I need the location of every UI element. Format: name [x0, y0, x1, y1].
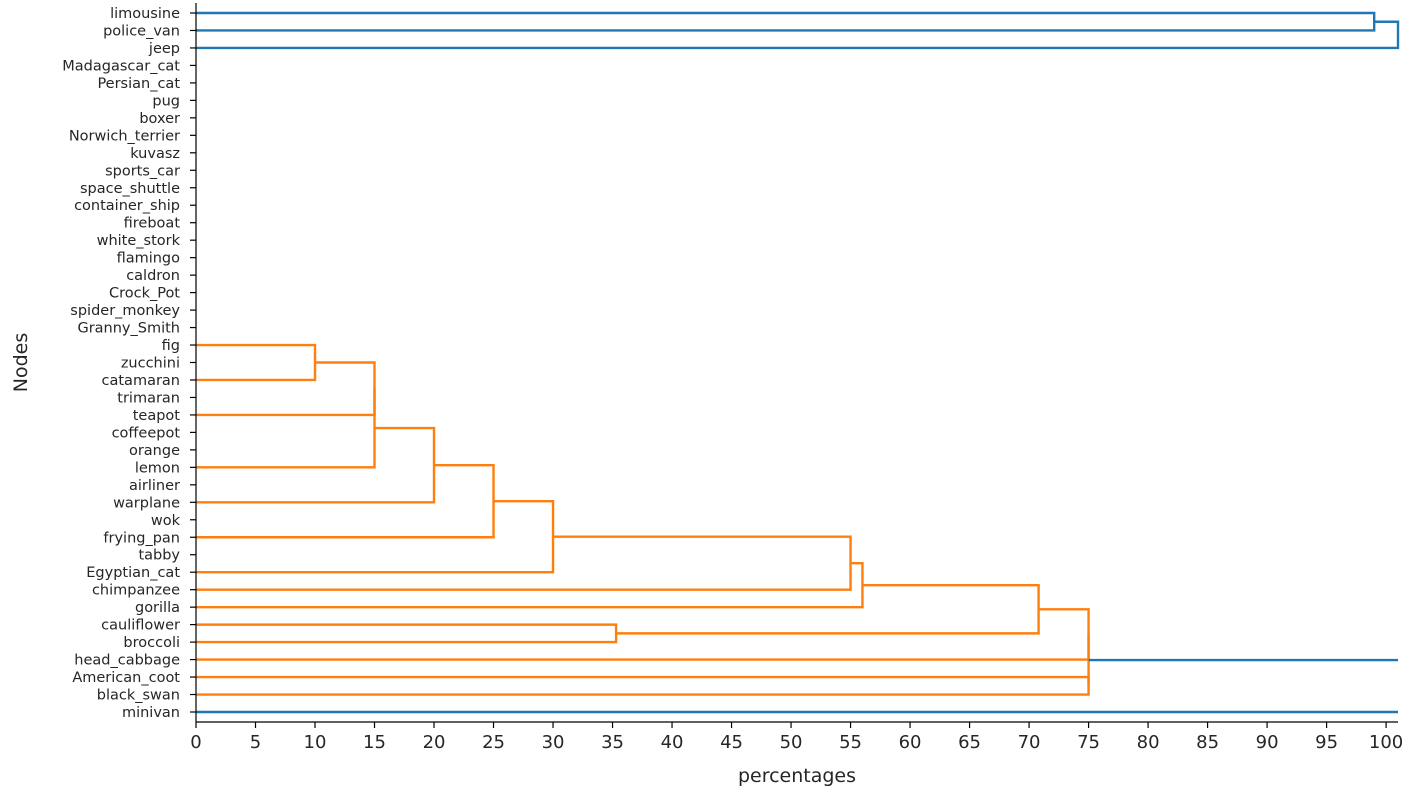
x-tick-label: 85 — [1196, 732, 1219, 753]
leaf-label: chimpanzee — [92, 583, 180, 599]
dendrogram-links — [196, 11, 1400, 714]
x-tick-label: 100 — [1369, 732, 1403, 753]
x-tick-label: 70 — [1018, 732, 1041, 753]
leaf-label: frying_pan — [103, 530, 180, 546]
dendrogram-link — [196, 561, 864, 609]
leaf-label: airliner — [129, 478, 180, 494]
dendrogram-link — [196, 20, 1400, 50]
x-tick-label: 10 — [304, 732, 327, 753]
dendrogram-link — [196, 535, 852, 591]
leaf-label: teapot — [133, 408, 181, 424]
x-tick-label: 60 — [899, 732, 922, 753]
leaf-label: kuvasz — [130, 146, 180, 162]
dendrogram-link — [196, 426, 436, 504]
leaf-label: wok — [151, 513, 181, 529]
leaf-label: Norwich_terrier — [69, 128, 180, 144]
x-tick-label: 45 — [720, 732, 743, 753]
leaf-label: limousine — [110, 6, 180, 22]
axes — [195, 3, 1398, 723]
leaf-label: orange — [129, 443, 180, 459]
x-tick-label: 75 — [1077, 732, 1100, 753]
leaf-label: head_cabbage — [74, 653, 180, 669]
x-tick-label: 0 — [190, 732, 201, 753]
leaf-label: spider_monkey — [70, 303, 180, 319]
x-tick-label: 15 — [363, 732, 386, 753]
leaf-label: broccoli — [123, 635, 180, 651]
leaf-label: catamaran — [102, 373, 180, 389]
y-axis-title: Nodes — [10, 333, 32, 393]
leaf-label: sports_car — [105, 163, 180, 179]
dendrogram-link — [196, 388, 376, 469]
dendrogram-link — [196, 361, 376, 417]
x-tick-label: 30 — [542, 732, 565, 753]
x-tick-label: 5 — [250, 732, 261, 753]
leaf-label: tabby — [138, 548, 180, 564]
x-axis-ticks: 0 5 10 15 20 25 30 35 40 45 50 55 60 65 70 75 80 85 90 95 10… — [190, 722, 1403, 753]
x-tick-label: 25 — [482, 732, 505, 753]
leaf-label: space_shuttle — [80, 181, 180, 197]
leaf-label: minivan — [122, 705, 180, 721]
leaf-label: Egyptian_cat — [86, 565, 180, 581]
x-tick-label: 65 — [958, 732, 981, 753]
x-tick-label: 40 — [661, 732, 684, 753]
leaf-label: container_ship — [74, 198, 180, 214]
x-axis-title: percentages — [738, 765, 856, 787]
leaf-label: cauliflower — [101, 618, 180, 634]
leaf-label: jeep — [148, 41, 180, 57]
leaf-label: Granny_Smith — [77, 321, 180, 337]
x-tick-label: 80 — [1137, 732, 1160, 753]
leaf-label: gorilla — [135, 600, 180, 616]
x-tick-label: 55 — [839, 732, 862, 753]
dendrogram-link — [196, 675, 1090, 696]
leaf-label: Persian_cat — [97, 76, 180, 92]
leaf-label: police_van — [103, 23, 180, 39]
x-tick-label: 50 — [780, 732, 803, 753]
x-tick-label: 95 — [1315, 732, 1338, 753]
leaf-label: caldron — [126, 268, 180, 284]
leaf-label: trimaran — [117, 390, 180, 406]
leaf-label: coffeepot — [112, 425, 181, 441]
leaf-label: Crock_Pot — [109, 286, 180, 302]
leaf-label: pug — [152, 93, 180, 109]
dendrogram-link — [196, 11, 1376, 32]
x-tick-label: 20 — [423, 732, 446, 753]
leaf-label: lemon — [135, 460, 180, 476]
dendrogram-link — [196, 343, 317, 382]
leaf-label: Madagascar_cat — [62, 58, 180, 74]
leaf-label: fireboat — [124, 216, 181, 232]
leaf-label: fig — [162, 338, 180, 354]
leaf-label: flamingo — [117, 251, 181, 267]
x-tick-label: 35 — [601, 732, 624, 753]
leaf-label: black_swan — [97, 688, 180, 704]
leaf-label: white_stork — [97, 233, 181, 249]
dendrogram-link — [196, 608, 1090, 661]
x-tick-label: 90 — [1256, 732, 1279, 753]
dendrogram-link — [196, 623, 618, 644]
leaf-label: boxer — [139, 111, 180, 127]
leaf-label: American_coot — [72, 670, 180, 686]
leaf-label: warplane — [113, 495, 180, 511]
dendrogram-link — [616, 583, 1040, 635]
leaf-label: zucchini — [121, 356, 180, 372]
